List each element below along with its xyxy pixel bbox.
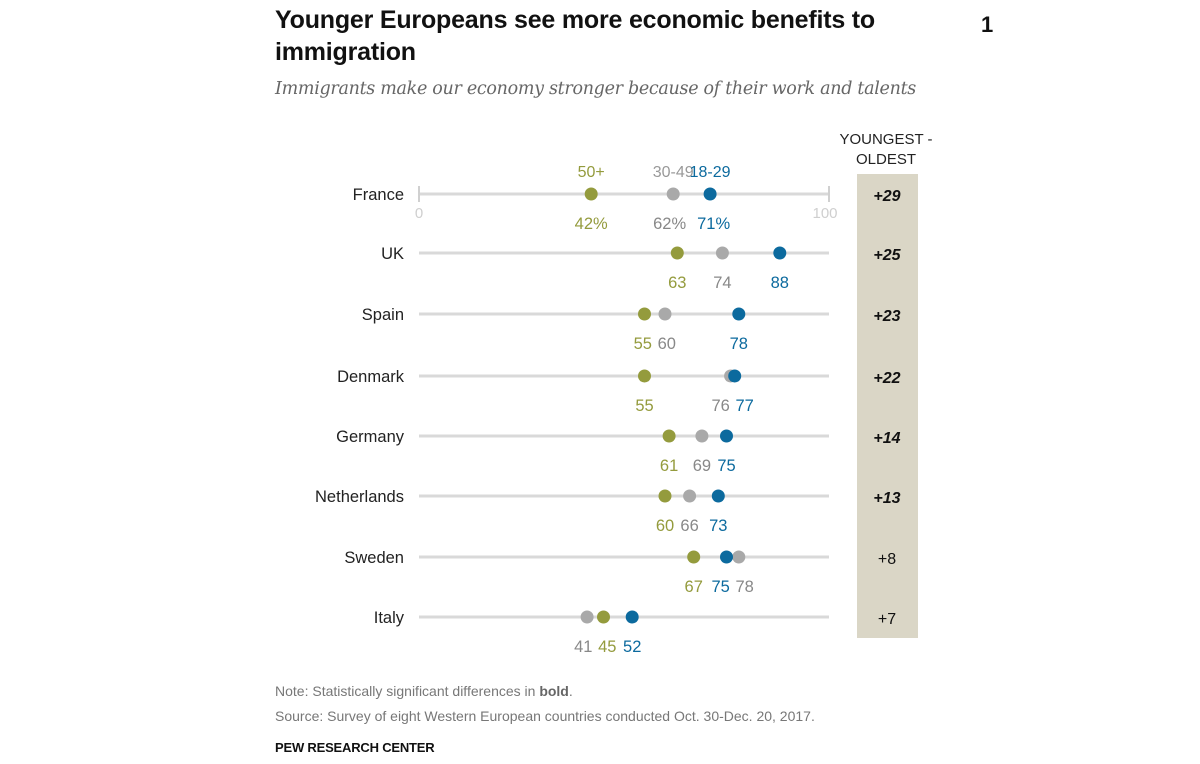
footer-source: Source: Survey of eight Western European… — [275, 708, 815, 724]
value-label-age18: 78 — [730, 335, 748, 353]
value-label-age50: 42% — [575, 215, 608, 233]
footer-note: Note: Statistically significant differen… — [275, 683, 573, 699]
dot-age18 — [732, 307, 746, 321]
dot-age30 — [732, 550, 746, 564]
dot-age50 — [584, 187, 598, 201]
country-label: UK — [381, 245, 404, 263]
value-label-age18: 52 — [623, 638, 641, 656]
country-label: France — [353, 186, 404, 204]
difference-value: +23 — [873, 308, 900, 325]
dot-age30 — [666, 187, 680, 201]
dot-age30 — [715, 246, 729, 260]
value-label-age18: 75 — [711, 578, 729, 596]
dot-age18 — [728, 369, 742, 383]
dot-age18 — [703, 187, 717, 201]
dot-age18 — [711, 489, 725, 503]
legend-label-age50: 50+ — [578, 164, 605, 181]
dot-age18 — [720, 429, 733, 443]
value-label-age18: 75 — [717, 457, 735, 475]
difference-column-header: YOUNGEST - OLDEST — [826, 130, 946, 170]
legend-label-age18: 18-29 — [690, 164, 731, 181]
difference-value: +7 — [878, 611, 896, 628]
dot-age18 — [773, 246, 787, 260]
value-label-age50: 60 — [656, 517, 674, 535]
difference-column-background — [857, 174, 918, 638]
difference-value: +25 — [873, 247, 901, 264]
dot-age50 — [597, 610, 610, 624]
country-label: Denmark — [337, 368, 405, 386]
legend-label-age30: 30-49 — [653, 164, 694, 181]
dot-age18 — [720, 550, 733, 564]
stray-glyph: 1 — [981, 12, 994, 37]
dot-age50 — [638, 307, 651, 321]
value-label-age50: 63 — [668, 274, 686, 292]
value-label-age30: 74 — [713, 274, 731, 292]
axis-tick-label-100: 100 — [812, 205, 837, 222]
note-bold: bold — [539, 683, 569, 699]
value-label-age30: 78 — [735, 578, 753, 596]
difference-value: +8 — [878, 551, 896, 568]
dot-age30 — [580, 610, 594, 624]
difference-value: +13 — [873, 490, 900, 507]
dot-age50 — [662, 429, 676, 443]
dot-age30 — [683, 489, 697, 503]
note-suffix: . — [568, 683, 573, 699]
value-label-age50: 55 — [635, 397, 653, 415]
difference-value: +22 — [873, 370, 900, 387]
difference-value: +29 — [873, 188, 900, 205]
value-label-age18: 73 — [709, 517, 727, 535]
country-label: Sweden — [344, 549, 404, 567]
value-label-age18: 88 — [771, 274, 789, 292]
difference-value: +14 — [873, 430, 900, 447]
footer-organization: PEW RESEARCH CENTER — [275, 740, 435, 755]
dot-age50 — [670, 246, 684, 260]
dot-age30 — [658, 307, 672, 321]
dot-age30 — [695, 429, 709, 443]
value-label-age30: 66 — [680, 517, 698, 535]
difference-header-line-2: OLDEST — [855, 151, 916, 168]
chart-title: Younger Europeans see more economic bene… — [275, 6, 875, 66]
value-label-age30: 62% — [653, 215, 686, 233]
value-label-age30: 69 — [693, 457, 711, 475]
note-prefix: Note: Statistically significant differen… — [275, 683, 540, 699]
country-label: Germany — [336, 428, 405, 446]
axis-tick-label-0: 0 — [415, 205, 423, 222]
dot-age50 — [638, 369, 651, 383]
country-label: Netherlands — [315, 488, 404, 506]
value-label-age18: 71% — [697, 215, 730, 233]
country-label: Italy — [374, 609, 405, 627]
dot-age50 — [687, 550, 701, 564]
value-label-age30: 41 — [574, 638, 592, 656]
dot-age50 — [658, 489, 672, 503]
value-label-age30: 60 — [658, 335, 676, 353]
value-label-age18: 77 — [735, 397, 753, 415]
difference-header-line-1: YOUNGEST - — [839, 131, 933, 148]
country-label: Spain — [362, 306, 404, 324]
value-label-age30: 76 — [711, 397, 729, 415]
value-label-age50: 67 — [685, 578, 703, 596]
chart-subtitle: Immigrants make our economy stronger bec… — [275, 79, 916, 99]
value-label-age50: 45 — [598, 638, 616, 656]
value-label-age50: 61 — [660, 457, 678, 475]
dot-age18 — [625, 610, 639, 624]
value-label-age50: 55 — [634, 335, 652, 353]
